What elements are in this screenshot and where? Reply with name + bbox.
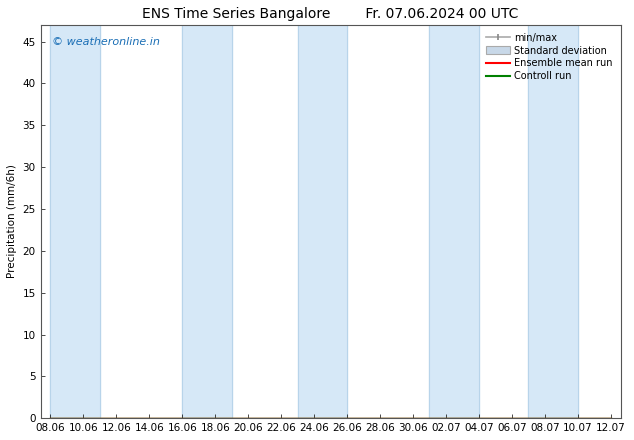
Text: © weatheronline.in: © weatheronline.in — [52, 37, 160, 47]
Title: ENS Time Series Bangalore        Fr. 07.06.2024 00 UTC: ENS Time Series Bangalore Fr. 07.06.2024… — [143, 7, 519, 21]
Bar — [51, 25, 100, 418]
Y-axis label: Precipitation (mm/6h): Precipitation (mm/6h) — [7, 165, 17, 279]
Bar — [183, 25, 232, 418]
Bar — [297, 25, 347, 418]
Bar — [429, 25, 479, 418]
Legend: min/max, Standard deviation, Ensemble mean run, Controll run: min/max, Standard deviation, Ensemble me… — [483, 30, 616, 84]
Bar — [528, 25, 578, 418]
